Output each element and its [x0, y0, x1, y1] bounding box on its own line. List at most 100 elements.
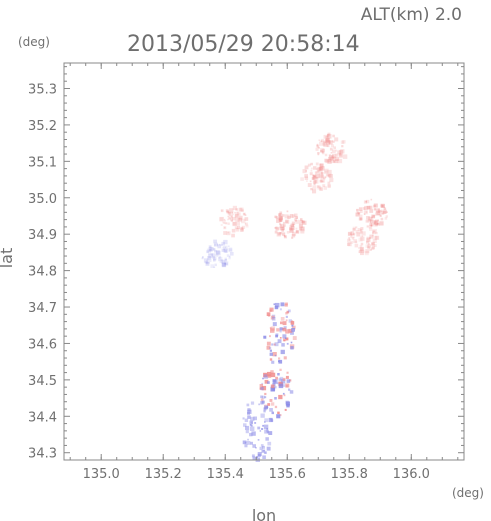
echo-point	[291, 233, 296, 238]
echo-point	[285, 329, 290, 334]
echo-point	[316, 145, 320, 148]
echo-point	[312, 189, 317, 194]
echo-point	[347, 232, 352, 237]
echo-point	[274, 227, 276, 229]
echo-point	[367, 205, 372, 210]
echo-point	[226, 231, 231, 236]
echo-point	[325, 137, 330, 143]
echo-point	[347, 238, 351, 243]
echo-point	[235, 208, 238, 211]
echo-point	[292, 214, 296, 218]
echo-point	[247, 411, 250, 415]
echo-points	[201, 132, 388, 462]
echo-point	[366, 216, 370, 220]
echo-point	[291, 327, 295, 332]
echo-point	[218, 256, 223, 262]
echo-point	[220, 209, 224, 213]
echo-point	[296, 217, 298, 219]
echo-point	[290, 321, 295, 325]
echo-point	[324, 139, 329, 143]
echo-point	[329, 178, 334, 183]
echo-point	[287, 309, 291, 313]
echo-point	[279, 414, 282, 417]
echo-point	[330, 157, 334, 161]
echo-point	[269, 399, 273, 402]
echo-point	[272, 322, 277, 327]
echo-point	[232, 205, 237, 210]
echo-point	[322, 151, 325, 155]
echo-point	[320, 150, 323, 153]
echo-point	[281, 226, 285, 230]
echo-point	[320, 166, 325, 171]
echo-point	[311, 177, 315, 180]
echo-point	[342, 140, 346, 144]
echo-point	[279, 232, 282, 235]
echo-point	[318, 139, 320, 141]
echo-point	[295, 230, 300, 234]
echo-point	[230, 218, 233, 221]
echo-point	[378, 213, 381, 216]
echo-point	[373, 230, 375, 233]
echo-point	[261, 428, 264, 430]
echo-point	[298, 223, 303, 228]
echo-point	[279, 211, 283, 215]
echo-point	[285, 219, 290, 224]
echo-point	[277, 373, 280, 376]
echo-point	[327, 159, 331, 163]
echo-point	[228, 211, 231, 215]
echo-point	[272, 379, 276, 383]
echo-point	[267, 431, 269, 434]
echo-point	[279, 220, 282, 222]
echo-point	[360, 227, 364, 231]
echo-point	[373, 204, 376, 208]
y-tick-label: 34.4	[28, 410, 57, 425]
echo-point	[235, 228, 240, 232]
echo-point	[300, 226, 305, 232]
echo-point	[210, 264, 215, 268]
echo-point	[380, 211, 385, 215]
echo-point	[235, 211, 239, 215]
echo-point	[320, 171, 324, 175]
echo-point	[235, 213, 239, 218]
echo-point	[241, 228, 244, 231]
echo-point	[265, 437, 269, 441]
echo-point	[337, 150, 342, 155]
echo-point	[375, 235, 380, 240]
y-tick-label: 34.8	[28, 265, 57, 280]
echo-point	[279, 213, 283, 217]
echo-point	[276, 232, 281, 237]
echo-point	[225, 222, 228, 225]
echo-point	[239, 207, 244, 212]
echo-point	[207, 256, 211, 260]
echo-point	[327, 134, 332, 139]
echo-point	[366, 237, 371, 242]
echo-point	[219, 259, 224, 263]
echo-point	[367, 244, 371, 248]
echo-point	[257, 439, 260, 441]
echo-point	[316, 166, 322, 172]
echo-point	[224, 220, 226, 222]
echo-point	[372, 234, 374, 237]
echo-point	[339, 154, 343, 158]
echo-point	[379, 214, 382, 217]
echo-point	[225, 209, 229, 212]
echo-point	[267, 374, 272, 378]
echo-point	[260, 444, 264, 447]
echo-point	[279, 337, 282, 339]
echo-point	[278, 217, 283, 222]
echo-point	[276, 218, 281, 223]
echo-point	[323, 140, 326, 143]
x-unit-label: (deg)	[452, 486, 484, 500]
echo-point	[270, 370, 274, 374]
echo-point	[366, 240, 369, 244]
echo-point	[263, 335, 267, 339]
echo-point	[278, 383, 284, 389]
echo-point	[266, 345, 271, 350]
echo-point	[380, 203, 385, 208]
echo-point	[283, 235, 287, 239]
echo-point	[313, 174, 316, 178]
echo-point	[366, 236, 370, 240]
echo-point	[208, 253, 213, 258]
echo-point	[244, 214, 247, 216]
